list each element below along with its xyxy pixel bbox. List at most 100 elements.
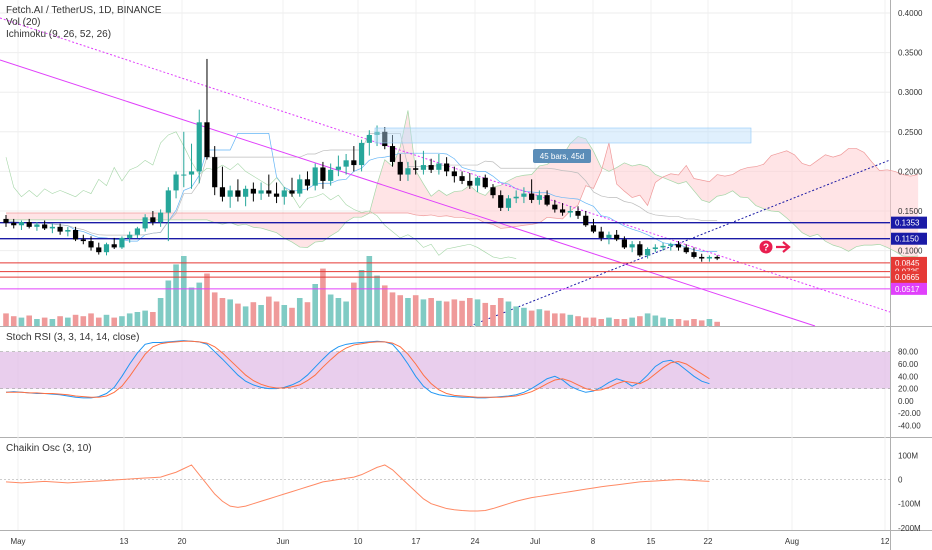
candle-body <box>26 222 32 227</box>
candle-body <box>173 174 179 191</box>
chart-title: Fetch.AI / TetherUS, 1D, BINANCE <box>6 5 162 16</box>
volume-bar <box>482 302 489 326</box>
volume-legend: Vol (20) <box>6 17 41 28</box>
candle-body <box>111 244 117 248</box>
volume-bar <box>544 310 550 326</box>
candle-body <box>714 256 720 259</box>
candle-body <box>668 244 674 246</box>
volume-bar <box>134 312 141 326</box>
stoch-tick-label: 20.00 <box>898 385 919 394</box>
candle-body <box>57 226 63 232</box>
candle-body <box>444 163 450 172</box>
candle-body <box>289 190 295 194</box>
time-tick-label: 17 <box>412 537 421 546</box>
price-tick-label: 0.3000 <box>898 88 923 97</box>
stoch-rsi-pane <box>0 340 890 399</box>
volume-bar <box>459 300 465 326</box>
volume-bar <box>196 282 203 326</box>
candle-body <box>382 131 388 147</box>
candle-body <box>498 195 504 208</box>
candle-body <box>436 163 442 170</box>
date-range-box[interactable] <box>374 127 752 144</box>
time-tick-label: 22 <box>704 537 713 546</box>
candle-body <box>529 193 535 200</box>
volume-bar <box>575 316 581 326</box>
volume-bar <box>374 275 380 326</box>
candle-body <box>258 190 264 194</box>
stoch-tick-label: -20.00 <box>898 409 921 418</box>
volume-bar <box>474 299 481 326</box>
volume-bar <box>281 305 288 326</box>
volume-bar <box>428 298 434 326</box>
solid-downtrend-line <box>0 59 816 327</box>
chaikin-line <box>5 464 710 512</box>
volume-bar <box>119 316 125 326</box>
volume-bar <box>266 296 272 326</box>
candle-body <box>583 215 589 226</box>
volume-bar <box>528 310 535 326</box>
time-tick-label: 10 <box>354 537 363 546</box>
volume-bar <box>613 319 620 326</box>
volume-bar <box>358 270 365 326</box>
candle-body <box>536 195 542 200</box>
volume-bar <box>590 317 597 326</box>
volume-bar <box>165 280 172 326</box>
volume-bar <box>320 268 326 326</box>
candle-body <box>706 256 713 259</box>
candle-body <box>575 211 581 216</box>
volume-bar <box>80 316 87 326</box>
candle-body <box>559 209 566 213</box>
volume-bar <box>683 320 690 326</box>
help-icon[interactable]: ? <box>759 240 773 254</box>
volume-bar <box>505 301 512 326</box>
volume-bar <box>351 282 357 326</box>
volume-bar <box>381 285 388 326</box>
volume-bar <box>219 298 226 326</box>
volume-bar <box>521 307 527 326</box>
time-tick-label: 8 <box>591 537 596 546</box>
price-level-badge <box>891 232 927 245</box>
candle-body <box>343 160 349 167</box>
axes: 0.4000 0.3500 0.3000 0.2500 0.2000 0.1500 0.10… <box>10 9 923 546</box>
candle-body <box>606 234 612 238</box>
candle-body <box>351 160 357 166</box>
volume-bar <box>706 319 713 326</box>
horizontal-levels[interactable] <box>0 221 890 290</box>
candle-body <box>467 180 473 186</box>
candle-body <box>459 176 465 181</box>
arrow-right-icon[interactable] <box>776 241 791 253</box>
stoch-k-line <box>5 340 710 399</box>
volume-bar <box>211 292 218 326</box>
volume-bar <box>420 299 427 326</box>
volume-bar <box>443 301 450 326</box>
candle-body <box>474 177 481 186</box>
candle-body <box>127 234 133 238</box>
chaikin-tick-label: -200M <box>898 524 921 533</box>
volume-bar <box>660 317 666 326</box>
candle-body <box>397 161 403 175</box>
candlesticks <box>3 58 720 262</box>
candle-body <box>103 244 110 253</box>
candle-body <box>621 239 627 248</box>
volume-bar <box>567 314 574 326</box>
stoch-d-line <box>6 340 710 398</box>
candle-body <box>660 245 666 248</box>
time-tick-label: May <box>10 537 25 546</box>
candle-body <box>266 190 272 194</box>
volume-bar <box>273 301 280 326</box>
volume-bar <box>173 264 179 326</box>
volume-bar <box>691 319 697 326</box>
volume-bar <box>126 313 133 326</box>
candle-body <box>644 249 651 256</box>
volume-bar <box>451 299 458 326</box>
volume-bar <box>629 317 635 326</box>
volume-bar <box>41 317 48 326</box>
price-level-label: 0.1353 <box>895 219 920 228</box>
candle-body <box>675 244 682 248</box>
volume-bar <box>405 298 411 326</box>
price-tick-label: 0.2500 <box>898 128 923 137</box>
candle-body <box>320 167 326 181</box>
chaikin-tick-label: -100M <box>898 500 921 509</box>
candle-body <box>405 168 411 175</box>
